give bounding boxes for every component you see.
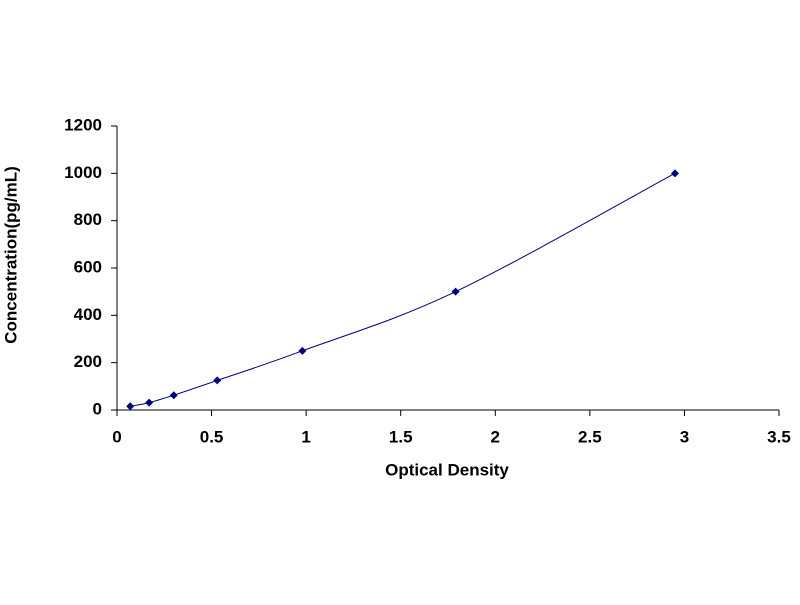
x-tick-label: 2 — [491, 427, 500, 446]
data-point — [169, 391, 178, 400]
fit-line — [130, 172, 676, 407]
y-tick-label: 800 — [74, 210, 102, 229]
data-point — [126, 402, 135, 411]
x-axis-title: Optical Density — [385, 460, 509, 479]
x-tick-label: 1.5 — [389, 427, 413, 446]
data-point — [670, 169, 679, 178]
y-tick-label: 0 — [93, 399, 102, 418]
data-point — [451, 287, 460, 296]
x-tick-label: 1 — [301, 427, 310, 446]
y-tick-label: 600 — [74, 257, 102, 276]
x-tick-label: 0.5 — [200, 427, 224, 446]
y-tick-label: 1200 — [64, 115, 102, 134]
data-point — [298, 346, 307, 355]
y-tick-label: 200 — [74, 352, 102, 371]
y-tick-label: 400 — [74, 305, 102, 324]
x-tick-label: 3.5 — [767, 427, 791, 446]
y-axis-title: Concentration(pg/mL) — [1, 166, 20, 344]
data-point — [213, 376, 222, 385]
y-tick-label: 1000 — [64, 163, 102, 182]
x-tick-label: 2.5 — [578, 427, 602, 446]
data-point — [145, 398, 154, 407]
x-tick-label: 3 — [680, 427, 689, 446]
x-tick-label: 0 — [112, 427, 121, 446]
